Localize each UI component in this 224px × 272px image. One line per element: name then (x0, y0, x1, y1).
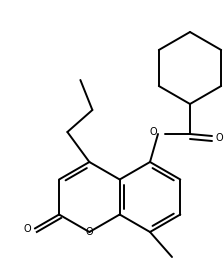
Text: O: O (86, 227, 93, 237)
Text: O: O (149, 127, 157, 137)
Text: O: O (23, 224, 31, 233)
Text: O: O (215, 133, 223, 143)
